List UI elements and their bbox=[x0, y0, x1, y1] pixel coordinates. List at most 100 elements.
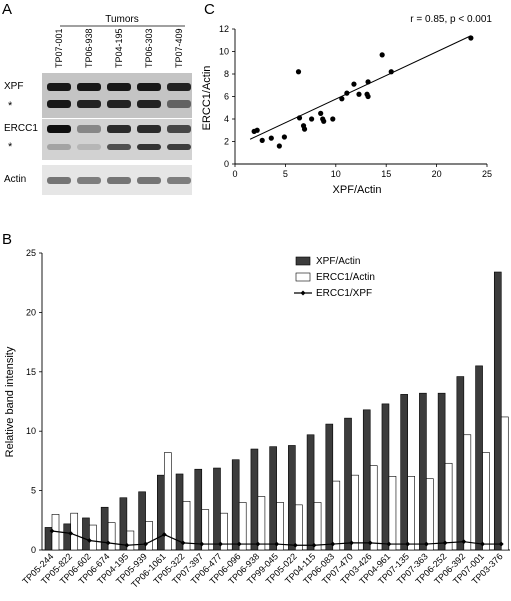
bar-xpf-actin bbox=[175, 473, 184, 551]
blot-band-ercc1-ns bbox=[47, 144, 71, 150]
scatter-point bbox=[268, 135, 274, 141]
bar-ercc1-actin bbox=[89, 524, 97, 551]
ratio-line-marker bbox=[367, 540, 373, 546]
western-blot: Tumors TP07-001 TP06-938 TP04-195 TP06-303 T… bbox=[4, 14, 192, 195]
scatter-point bbox=[295, 69, 302, 75]
legend-marker-ercc1-xpf bbox=[300, 290, 306, 296]
scatter-x-tick-label: 25 bbox=[482, 169, 492, 179]
bar-ercc1-actin bbox=[182, 500, 191, 551]
blot-row-label-xpf: XPF bbox=[4, 81, 23, 92]
blot-band-ercc1-ns bbox=[137, 144, 161, 150]
bar-xpf-actin bbox=[306, 434, 315, 551]
ratio-line-marker bbox=[143, 541, 148, 547]
scatter-point bbox=[318, 110, 324, 116]
blot-band-ercc1 bbox=[137, 125, 161, 133]
scatter-plot: 0 5 10 15 20 25 0 2 4 6 8 10 12 XPF/Actin ERCC1/Act… bbox=[201, 14, 492, 196]
legend-label-ercc1-xpf: ERCC1/XPF bbox=[316, 288, 372, 299]
scatter-y-ticks: 0 2 4 6 8 10 12 bbox=[219, 24, 235, 169]
bar-y-tick-label: 0 bbox=[31, 545, 36, 555]
scatter-point bbox=[351, 81, 357, 87]
ratio-line-marker bbox=[498, 541, 504, 547]
bar-ercc1-actin bbox=[482, 452, 490, 551]
legend-swatch-ercc1-actin bbox=[295, 272, 311, 282]
scatter-x-tick-label: 20 bbox=[432, 169, 442, 179]
bar-xpf-actin bbox=[437, 392, 446, 551]
bar-xpf-actin bbox=[138, 491, 146, 551]
bar-ercc1-actin bbox=[295, 504, 303, 551]
bar-ercc1-actin bbox=[407, 476, 415, 551]
blot-panel-xpf bbox=[42, 73, 192, 118]
blot-row-label-ercc1-nonspecific: * bbox=[8, 141, 13, 153]
blot-band-xpf-ns bbox=[107, 100, 131, 108]
ratio-line-marker bbox=[255, 541, 261, 547]
panel-label-b: B bbox=[2, 231, 12, 248]
bar-ercc1-actin bbox=[388, 476, 397, 551]
bar-xpf-actin bbox=[493, 271, 502, 551]
blot-row-labels: XPF * ERCC1 * Actin bbox=[4, 81, 38, 185]
blot-band-xpf bbox=[167, 83, 191, 91]
bar-ercc1-actin bbox=[107, 522, 116, 551]
blot-band-ercc1-ns bbox=[107, 144, 131, 150]
ratio-line-marker bbox=[274, 541, 280, 547]
scatter-point bbox=[276, 143, 282, 149]
bar-ercc1-actin bbox=[369, 465, 378, 551]
bar-ercc1-actin bbox=[500, 416, 509, 551]
bar-y-tick-label: 5 bbox=[31, 486, 36, 496]
ratio-line-marker bbox=[68, 530, 74, 536]
bar-chart-y-ticks: 0 5 10 15 20 25 bbox=[26, 248, 42, 555]
bar-ercc1-actin bbox=[145, 521, 153, 551]
bar-xpf-actin bbox=[119, 497, 128, 551]
panel-label-a: A bbox=[2, 1, 12, 18]
ratio-line-marker bbox=[87, 538, 92, 543]
bar-ercc1-actin bbox=[70, 512, 79, 551]
bar-chart-x-labels: TP05-244TP05-822TP06-602TP06-674TP04-195… bbox=[20, 551, 504, 590]
scatter-point bbox=[254, 127, 260, 133]
bar-ercc1-actin bbox=[463, 434, 472, 551]
bar-xpf-actin bbox=[344, 417, 352, 551]
bar-ercc1-actin bbox=[201, 509, 210, 551]
blot-band-xpf-ns bbox=[167, 100, 191, 108]
bar-ercc1-actin bbox=[164, 452, 172, 551]
blot-band-actin bbox=[47, 177, 71, 184]
ratio-line-marker bbox=[386, 541, 392, 547]
ratio-line-marker bbox=[218, 541, 223, 547]
scatter-point bbox=[344, 90, 350, 96]
scatter-x-tick-label: 0 bbox=[232, 169, 237, 179]
bar-xpf-actin bbox=[400, 394, 408, 551]
ratio-line-marker bbox=[199, 541, 205, 547]
bar-xpf-actin bbox=[475, 365, 483, 551]
blot-band-xpf bbox=[107, 83, 131, 91]
bar-ercc1-actin bbox=[220, 512, 228, 551]
bar-xpf-actin bbox=[381, 403, 390, 551]
ratio-line-marker bbox=[105, 540, 111, 546]
scatter-y-tick-label: 8 bbox=[224, 69, 229, 79]
bar-ercc1-actin bbox=[126, 530, 135, 551]
ratio-line-marker bbox=[405, 541, 411, 547]
scatter-y-tick-label: 12 bbox=[219, 24, 229, 34]
ratio-line-marker bbox=[180, 540, 186, 546]
bar-chart-y-axis-label: Relative band intensity bbox=[4, 346, 16, 457]
blot-band-ercc1 bbox=[47, 125, 71, 133]
bar-y-tick-label: 25 bbox=[26, 248, 36, 258]
bar-xpf-actin bbox=[325, 423, 334, 551]
bar-xpf-actin bbox=[250, 448, 259, 551]
scatter-y-tick-label: 6 bbox=[224, 92, 229, 102]
blot-band-xpf-ns bbox=[137, 100, 161, 108]
panel-label-c: C bbox=[204, 1, 215, 18]
scatter-annotation: r = 0.85, p < 0.001 bbox=[410, 14, 492, 25]
blot-row-label-ercc1: ERCC1 bbox=[4, 123, 38, 134]
ratio-line-series bbox=[49, 528, 504, 548]
bar-xpf-actin bbox=[213, 467, 221, 551]
scatter-point bbox=[339, 96, 345, 102]
blot-band-xpf bbox=[77, 83, 101, 91]
scatter-y-tick-label: 10 bbox=[219, 47, 229, 57]
bar-y-tick-label: 10 bbox=[26, 426, 36, 436]
legend-label-ercc1-actin: ERCC1/Actin bbox=[316, 272, 375, 283]
bar-xpf-actin bbox=[456, 376, 465, 551]
scatter-x-tick-label: 15 bbox=[381, 169, 391, 179]
scatter-point bbox=[330, 116, 336, 122]
bar-xpf-actin bbox=[419, 392, 427, 551]
blot-band-xpf bbox=[47, 83, 71, 91]
blot-band-actin bbox=[77, 177, 101, 184]
